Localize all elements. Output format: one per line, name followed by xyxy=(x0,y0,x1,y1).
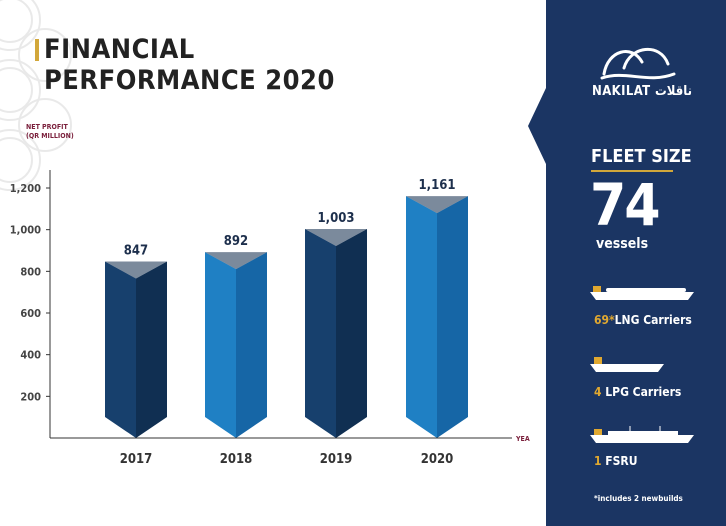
bar-side-2018 xyxy=(236,252,267,438)
decorative-pattern xyxy=(0,0,72,191)
lpg-carriers-label: 4 LPG Carriers xyxy=(594,385,681,399)
fleet-count: 74 xyxy=(590,171,661,239)
y-tick-label-600: 600 xyxy=(20,307,41,320)
y-tick-label-400: 400 xyxy=(20,349,41,362)
year-label-2019: 2019 xyxy=(320,452,353,467)
x-axis-label: YEAR xyxy=(515,435,530,443)
y-tick-label-1200: 1,200 xyxy=(10,182,41,195)
fleet-unit: vessels xyxy=(596,236,649,252)
title-accent-bar xyxy=(35,39,39,61)
y-tick-label-200: 200 xyxy=(20,390,41,403)
y-tick-label-800: 800 xyxy=(20,265,41,278)
y-axis-label-line2: (QR MILLION) xyxy=(26,132,74,140)
lng-count: 69* xyxy=(594,313,615,327)
value-label-2020: 1,161 xyxy=(419,178,456,193)
nakilat-logo-icon xyxy=(600,47,676,80)
fleet-size-title: FLEET SIZE xyxy=(591,146,692,167)
lpg-carrier-ship-icon xyxy=(590,357,664,372)
fsru-label: 1 FSRU xyxy=(594,454,638,468)
bar-top-2019 xyxy=(305,229,367,247)
bar-side-2020 xyxy=(437,196,468,438)
bar-front-2018 xyxy=(205,252,236,438)
lng-carriers-label: 69*LNG Carriers xyxy=(594,313,692,327)
lpg-count: 4 xyxy=(594,385,602,399)
y-tick-label-1000: 1,000 xyxy=(10,224,41,237)
year-label-2020: 2020 xyxy=(421,452,454,467)
value-label-2017: 847 xyxy=(124,244,148,259)
bar-front-2020 xyxy=(406,196,437,438)
bar-top-2020 xyxy=(406,196,468,214)
page-title-line2: PERFORMANCE 2020 xyxy=(44,65,335,96)
fleet-title-underline xyxy=(591,170,673,172)
lng-carrier-ship-icon xyxy=(590,286,694,300)
year-label-2018: 2018 xyxy=(220,452,253,467)
bar-2018 xyxy=(205,252,267,438)
year-label-2017: 2017 xyxy=(120,452,153,467)
bar-side-2019 xyxy=(336,229,367,438)
bar-top-2017 xyxy=(105,261,167,279)
y-axis-label-line1: NET PROFIT xyxy=(26,123,69,131)
fsru-ship-icon xyxy=(590,426,694,443)
bar-2017 xyxy=(105,261,167,438)
value-label-2018: 892 xyxy=(224,234,248,249)
footnote: *includes 2 newbuilds xyxy=(594,494,683,503)
lng-label: LNG Carriers xyxy=(614,313,692,327)
logo-text: NAKILAT ناقلات xyxy=(592,84,693,99)
page-title-line1: FINANCIAL xyxy=(44,34,195,65)
fsru-count: 1 xyxy=(594,454,602,468)
bar-top-2018 xyxy=(205,252,267,270)
bar-front-2017 xyxy=(105,261,136,438)
net-profit-chart: NET PROFIT (QR MILLION) 200 400 600 800 1,00… xyxy=(10,123,530,467)
bar-side-2017 xyxy=(136,261,167,438)
value-label-2019: 1,003 xyxy=(318,211,355,226)
bar-2019 xyxy=(305,229,367,438)
fsru-text: FSRU xyxy=(605,454,638,468)
bar-2020 xyxy=(406,196,468,438)
sidebar-notch xyxy=(528,88,546,164)
bar-front-2019 xyxy=(305,229,336,438)
page-title: FINANCIAL PERFORMANCE 2020 xyxy=(44,34,335,96)
lpg-label: LPG Carriers xyxy=(605,385,682,399)
